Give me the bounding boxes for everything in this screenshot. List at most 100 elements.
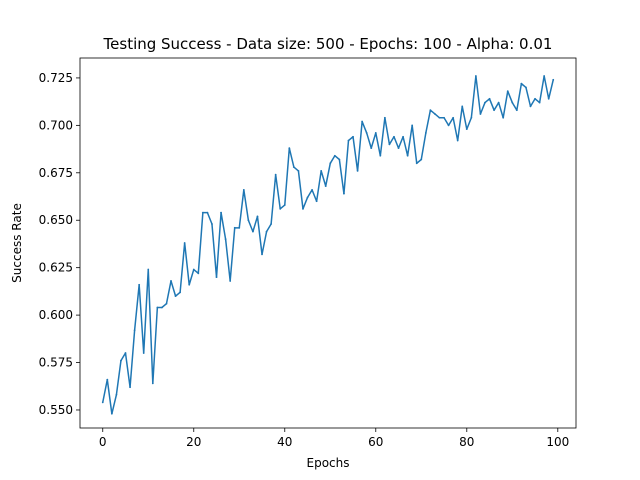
y-tick-label: 0.575 [39,356,73,370]
data-point [292,166,295,169]
data-point [393,135,395,138]
y-tick-label: 0.700 [39,118,73,132]
data-point [324,185,327,187]
data-point [456,139,459,142]
data-point [361,120,364,123]
data-point [383,116,386,119]
data-point [493,109,495,112]
data-point [415,162,418,165]
data-point [233,226,236,229]
y-tick-label: 0.650 [39,213,73,227]
data-point [229,280,232,282]
data-point [261,253,263,256]
x-tick-label: 0 [99,435,107,449]
data-point [211,223,213,225]
data-point [252,230,254,233]
data-point [447,124,450,127]
data-point [283,204,286,206]
data-point [320,170,323,172]
data-point [174,295,177,298]
data-point [110,412,113,415]
data-point [142,352,145,354]
data-point [224,238,227,241]
data-point [547,97,550,100]
data-point [302,207,304,210]
data-point [188,283,191,286]
x-tick-label: 80 [459,435,474,449]
data-point [220,211,222,214]
data-point [374,132,377,134]
series-line [102,75,554,415]
data-point [506,90,509,93]
data-point [183,242,186,244]
x-tick-label: 20 [186,435,201,449]
data-point [461,105,464,108]
data-point [170,280,172,282]
data-point [420,158,423,161]
data-point [370,147,373,150]
data-point [138,283,141,286]
data-point [484,101,486,104]
data-point [356,170,359,172]
data-point [201,211,204,214]
data-point [479,113,482,115]
data-point [552,78,555,81]
data-point [338,158,341,161]
data-point [256,215,259,218]
data-point [161,306,163,309]
data-point [438,116,441,119]
data-point [265,230,268,233]
data-point [529,105,532,108]
data-point [101,401,104,404]
data-point [147,268,150,271]
data-point [511,101,514,104]
data-point [115,393,118,396]
data-point [502,116,505,119]
y-axis-label: Success Rate [10,203,24,283]
data-point [333,154,336,157]
data-point [106,378,109,381]
data-point [347,139,350,142]
data-point [197,272,200,275]
data-point [429,109,432,112]
data-point [406,154,409,157]
data-point [274,173,277,176]
data-point [343,192,345,195]
data-point [379,154,382,157]
data-point [165,302,168,305]
plot-area [79,57,577,429]
data-point [365,132,368,134]
data-point [270,223,273,225]
data-point [352,135,354,138]
data-point [402,135,404,138]
data-point [538,101,541,104]
data-point [247,219,250,222]
y-tick-label: 0.600 [39,308,73,322]
data-point [534,97,536,100]
data-point [497,101,500,104]
data-point [242,188,245,191]
y-axis: 0.550 0.575 0.600 0.625 0.650 0.675 0.700 0.725 [39,71,80,417]
data-point [120,359,122,362]
data-point [215,276,218,279]
y-tick-label: 0.625 [39,261,73,275]
data-point [129,386,131,389]
data-point [238,226,241,229]
x-tick-label: 100 [546,435,569,449]
x-axis: 0 20 40 60 80 100 [99,428,569,449]
plot-frame [79,57,577,429]
data-point [443,116,445,119]
data-point [179,291,182,294]
x-axis-label: Epochs [307,456,350,470]
data-point [192,268,195,271]
data-point [315,200,318,203]
data-point [156,306,159,309]
data-point [525,86,527,89]
data-point [206,211,209,214]
data-point [488,97,491,100]
y-tick-label: 0.675 [39,166,73,180]
data-point [288,147,291,150]
data-point [397,147,400,150]
data-point [388,143,391,146]
